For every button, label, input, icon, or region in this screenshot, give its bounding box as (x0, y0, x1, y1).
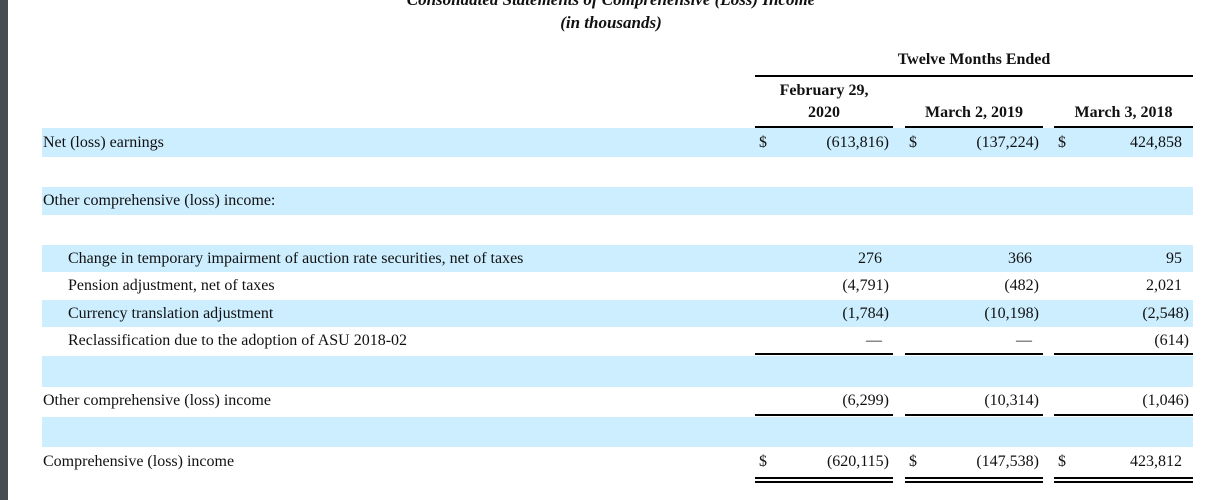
currency-symbol: $ (1058, 133, 1066, 151)
cell-2019: (482) (905, 272, 1043, 300)
subtotal-rule (905, 353, 1043, 355)
subtotal-rule (1054, 414, 1193, 416)
cell-value: (10,314) (984, 392, 1039, 409)
table-row-reclassification: Reclassification due to the adoption of … (42, 327, 1193, 354)
subtotal-rule (755, 414, 893, 416)
currency-symbol: $ (909, 133, 917, 151)
cell-value: 366 (1008, 249, 1032, 267)
section-heading: Other comprehensive (loss) income: (43, 192, 276, 209)
column-header-2020: February 29, 2020 (755, 80, 893, 128)
table-row-auction-rate: Change in temporary impairment of auctio… (42, 245, 1193, 272)
cell-2019: $ (147,538) (905, 447, 1043, 477)
column-header-2018: March 3, 2018 (1054, 102, 1193, 128)
cell-value: — (866, 331, 882, 349)
row-label: Net (loss) earnings (43, 133, 164, 151)
cell-value: (6,299) (842, 392, 889, 409)
total-double-rule (905, 477, 1043, 483)
table-row-comprehensive-income: Comprehensive (loss) income $ (620,115) $… (42, 447, 1193, 477)
cell-2019: $ (137,224) (905, 128, 1043, 157)
cell-2019: (10,198) (905, 300, 1043, 327)
statement-title: Consolidated Statements of Comprehensive… (0, 0, 1222, 10)
cell-2018: (2,548) (1054, 300, 1193, 327)
total-double-rule (755, 477, 893, 483)
cell-2020: — (755, 327, 893, 354)
subtotal-rule (905, 414, 1043, 416)
cell-2020: $ (613,816) (755, 128, 893, 157)
cell-value: (614) (1154, 331, 1189, 349)
column-header-2019: March 2, 2019 (905, 102, 1043, 128)
cell-2019: 366 (905, 245, 1043, 272)
cell-2020: (1,784) (755, 300, 893, 327)
subtotal-rule (1054, 353, 1193, 355)
row-label: Comprehensive (loss) income (43, 453, 235, 470)
currency-symbol: $ (909, 453, 917, 470)
cell-value: 424,858 (1130, 133, 1182, 151)
table-row-pension: Pension adjustment, net of taxes (4,791)… (42, 272, 1193, 300)
cell-2018: 95 (1054, 245, 1193, 272)
column-header-line2: March 2, 2019 (925, 104, 1023, 121)
total-double-rule (1054, 477, 1193, 483)
period-header: Twelve Months Ended (755, 51, 1193, 77)
cell-2020: 276 (755, 245, 893, 272)
viewer-left-edge (0, 0, 8, 500)
cell-2019: — (905, 327, 1043, 354)
cell-value: (137,224) (976, 133, 1039, 151)
row-label: Other comprehensive (loss) income (43, 392, 271, 409)
statement-subtitle: (in thousands) (560, 13, 662, 32)
row-label: Change in temporary impairment of auctio… (68, 249, 524, 267)
cell-value: (613,816) (826, 133, 889, 151)
cell-value: — (1016, 331, 1032, 349)
cell-2018: 2,021 (1054, 272, 1193, 300)
cell-2018: $424,858 (1054, 128, 1193, 157)
cell-2018: (614) (1054, 327, 1193, 354)
subtotal-rule (755, 353, 893, 355)
cell-value: 423,812 (1130, 453, 1182, 470)
table-row-currency-translation: Currency translation adjustment (1,784) … (42, 300, 1193, 327)
currency-symbol: $ (1058, 453, 1066, 470)
row-label: Reclassification due to the adoption of … (68, 331, 408, 349)
cell-value: (620,115) (826, 453, 889, 470)
cell-value: (4,791) (842, 277, 889, 294)
cell-2020: (4,791) (755, 272, 893, 300)
cell-value: 276 (858, 249, 882, 267)
cell-2020: (6,299) (755, 387, 893, 415)
cell-2018: $423,812 (1054, 447, 1193, 477)
table-row-net-earnings: Net (loss) earnings $ (613,816) $ (137,224… (42, 128, 1193, 157)
column-header-line2: 2020 (808, 104, 840, 121)
row-label: Currency translation adjustment (68, 304, 274, 322)
cell-2018: (1,046) (1054, 387, 1193, 415)
cell-value: (10,198) (984, 304, 1039, 322)
currency-symbol: $ (759, 453, 767, 470)
cell-value: (147,538) (976, 453, 1039, 470)
column-header-line2: March 3, 2018 (1074, 104, 1173, 121)
cell-value: 2,021 (1146, 277, 1182, 294)
spacer-row (42, 417, 1193, 447)
table-row-oci-total: Other comprehensive (loss) income (6,299… (42, 387, 1193, 415)
cell-2020: $ (620,115) (755, 447, 893, 477)
row-label: Pension adjustment, net of taxes (68, 277, 275, 294)
cell-value: (2,548) (1142, 304, 1189, 322)
cell-value: (482) (1004, 277, 1039, 294)
cell-value: 95 (1166, 249, 1182, 267)
cell-value: (1,046) (1142, 392, 1189, 409)
column-header-line1: February 29, (779, 82, 869, 99)
table-row-oci-heading: Other comprehensive (loss) income: (42, 187, 1193, 215)
cell-value: (1,784) (842, 304, 889, 322)
spacer-row (42, 356, 1193, 387)
currency-symbol: $ (759, 133, 767, 151)
cell-2019: (10,314) (905, 387, 1043, 415)
